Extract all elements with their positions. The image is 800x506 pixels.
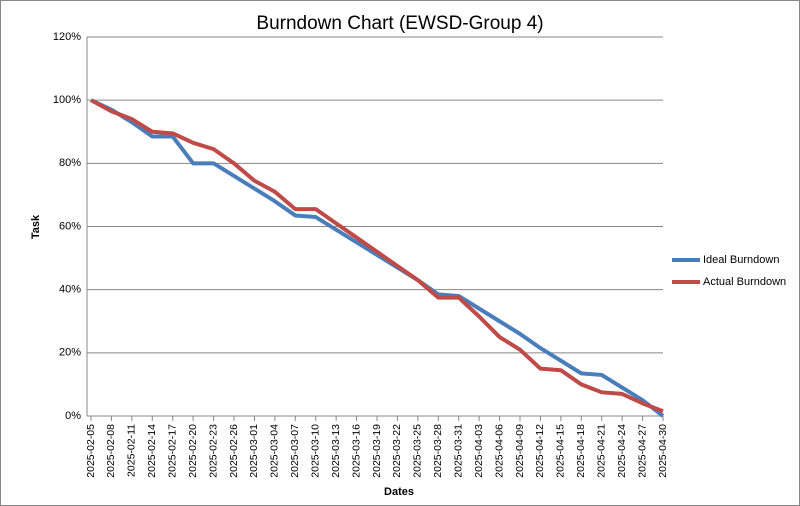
y-tick-label: 120%: [53, 31, 81, 43]
legend-label: Actual Burndown: [703, 276, 786, 288]
x-tick-label: 2025-02-08: [105, 424, 117, 478]
chart-title: Burndown Chart (EWSD-Group 4): [256, 13, 543, 34]
x-tick-label: 2025-02-17: [166, 424, 178, 478]
x-tick-label: 2025-02-05: [85, 424, 97, 478]
x-tick-label: 2025-04-18: [575, 424, 587, 478]
x-tick-label: 2025-03-22: [391, 424, 403, 478]
x-tick-label: 2025-04-12: [534, 424, 546, 478]
x-tick-label: 2025-04-03: [473, 424, 485, 478]
x-tick-label: 2025-02-26: [228, 424, 240, 478]
y-tick-label: 20%: [59, 347, 81, 359]
y-tick-label: 80%: [59, 157, 81, 169]
x-tick-label: 2025-03-28: [432, 424, 444, 478]
series-line: [90, 98, 665, 418]
x-tick-label: 2025-03-16: [350, 424, 362, 478]
y-tick-label: 60%: [59, 220, 81, 232]
x-tick-label: 2025-04-06: [493, 424, 505, 478]
x-tick-label: 2025-03-13: [330, 424, 342, 478]
y-axis-label: Task: [30, 214, 42, 239]
y-tick-label: 100%: [53, 94, 81, 106]
y-tick-label: 0%: [65, 410, 81, 422]
x-tick-label: 2025-02-14: [146, 424, 158, 478]
x-tick-label: 2025-03-31: [452, 424, 464, 478]
x-tick-label: 2025-03-04: [269, 424, 281, 478]
x-tick-label: 2025-04-15: [555, 424, 567, 478]
legend-label: Ideal Burndown: [703, 254, 779, 266]
x-axis-label: Dates: [384, 486, 414, 498]
x-tick-label: 2025-04-21: [595, 424, 607, 478]
x-tick-label: 2025-04-24: [616, 424, 628, 478]
x-tick-label: 2025-03-25: [412, 424, 424, 478]
x-tick-label: 2025-04-30: [657, 424, 669, 478]
y-tick-label: 40%: [59, 284, 81, 296]
x-tick-label: 2025-03-07: [289, 424, 301, 478]
x-tick-label: 2025-03-01: [248, 424, 260, 478]
x-tick-label: 2025-03-19: [371, 424, 383, 478]
x-tick-label: 2025-04-27: [636, 424, 648, 478]
x-tick-label: 2025-04-09: [514, 424, 526, 478]
x-tick-label: 2025-03-10: [309, 424, 321, 478]
x-tick-label: 2025-02-20: [187, 424, 199, 478]
x-tick-label: 2025-02-11: [126, 424, 138, 477]
x-tick-label: 2025-02-23: [207, 424, 219, 478]
series-line: [90, 98, 664, 414]
